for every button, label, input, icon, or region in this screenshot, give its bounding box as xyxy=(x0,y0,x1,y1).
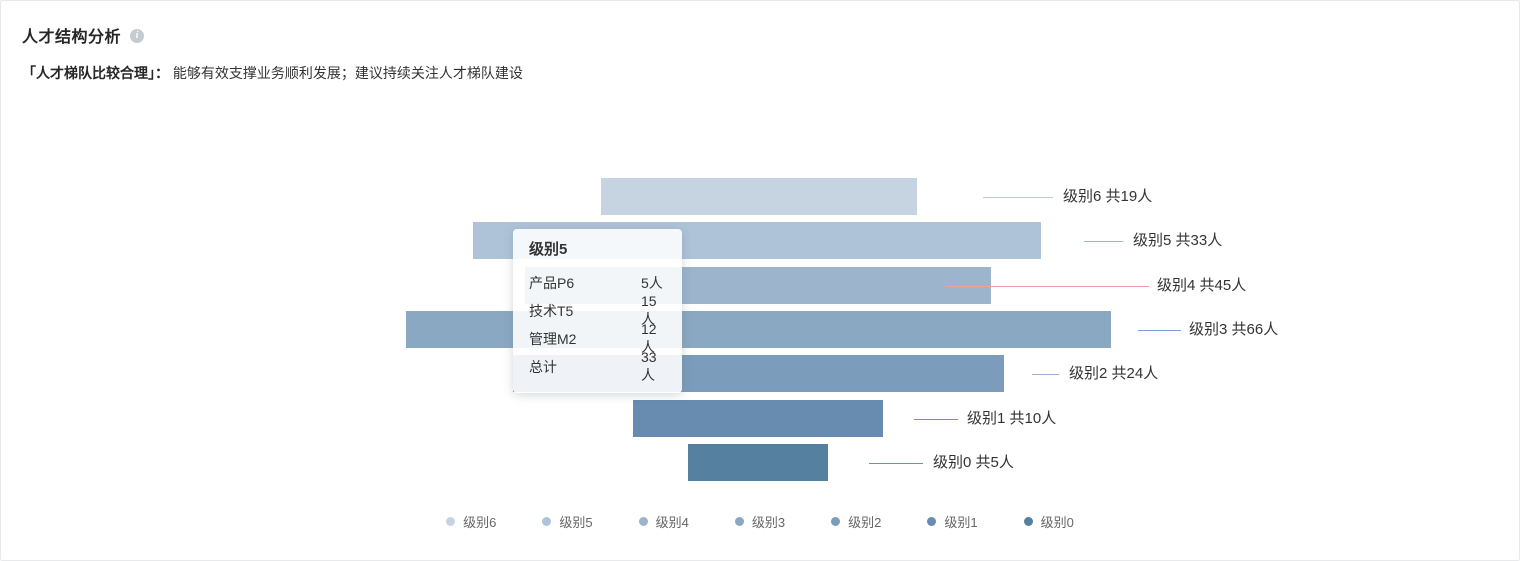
tooltip-row-技术T5: 技术T5 15人 xyxy=(529,293,668,327)
legend-item-级别3[interactable]: 级别3 xyxy=(734,512,786,531)
tooltip-row-管理M2: 管理M2 12人 xyxy=(529,321,668,355)
label-connector-级别6 xyxy=(983,197,1053,198)
funnel-label-级别3: 级别3 共66人 xyxy=(1189,321,1279,338)
tooltip-row-label: 总计 xyxy=(529,359,557,375)
legend-label: 级别6 xyxy=(463,515,497,530)
legend-item-级别1[interactable]: 级别1 xyxy=(927,512,978,531)
tooltip-row-产品P6: 产品P6 5人 xyxy=(529,269,668,297)
analysis-summary: 「人才梯队比较合理」： 能够有效支撑业务顺利发展；建议持续关注人才梯队建设 xyxy=(22,63,523,83)
summary-conclusion: 「人才梯队比较合理」： xyxy=(22,65,169,81)
label-connector-级别5 xyxy=(1084,241,1123,242)
legend-dot-icon xyxy=(1023,517,1033,526)
legend-item-级别5[interactable]: 级别5 xyxy=(542,512,593,531)
legend-item-级别2[interactable]: 级别2 xyxy=(831,512,881,531)
funnel-bar-级别3[interactable] xyxy=(406,311,1111,348)
legend-item-级别6[interactable]: 级别6 xyxy=(446,512,496,531)
funnel-bar-级别0[interactable] xyxy=(688,444,828,481)
funnel-bar-级别1[interactable] xyxy=(633,400,883,437)
legend-dot-icon xyxy=(542,517,552,526)
label-connector-级别1 xyxy=(914,419,958,420)
tooltip-row-label: 技术T5 xyxy=(529,303,574,319)
label-connector-级别0 xyxy=(869,463,923,464)
label-connector-级别4 xyxy=(946,286,1149,287)
legend-dot-icon xyxy=(927,517,937,526)
funnel-label-级别1: 级别1 共10人 xyxy=(967,410,1057,427)
legend-item-级别4[interactable]: 级别4 xyxy=(638,512,689,531)
legend-label: 级别5 xyxy=(559,515,593,530)
funnel-label-级别2: 级别2 共24人 xyxy=(1069,365,1159,382)
tooltip-row-label: 管理M2 xyxy=(529,331,577,347)
tooltip-row-value: 15人 xyxy=(641,293,657,327)
tooltip-row-value: 5人 xyxy=(641,275,663,291)
legend-dot-icon xyxy=(446,517,456,526)
tooltip-row-value: 33人 xyxy=(641,349,657,383)
legend-dot-icon xyxy=(638,517,648,526)
chart-legend: 级别6 级别5 级别4 级别3 级别2 级别1 级别0 xyxy=(1,512,1519,531)
tooltip-row-value: 12人 xyxy=(641,321,657,355)
chart-tooltip: 级别5 产品P6 5人技术T5 15人管理M2 12人总计 33人 xyxy=(513,229,682,393)
info-icon[interactable]: i xyxy=(130,28,145,43)
tooltip-title: 级别5 xyxy=(529,241,568,258)
funnel-label-级别6: 级别6 共19人 xyxy=(1063,188,1153,205)
funnel-bar-级别6[interactable] xyxy=(601,178,917,215)
label-connector-级别2 xyxy=(1032,374,1059,375)
legend-label: 级别0 xyxy=(1040,515,1074,530)
legend-label: 级别2 xyxy=(848,515,882,530)
legend-label: 级别1 xyxy=(944,515,978,530)
legend-label: 级别4 xyxy=(655,515,689,530)
summary-detail: 能够有效支撑业务顺利发展；建议持续关注人才梯队建设 xyxy=(169,65,523,81)
funnel-label-级别0: 级别0 共5人 xyxy=(933,454,1014,471)
funnel-label-级别5: 级别5 共33人 xyxy=(1133,232,1223,249)
legend-label: 级别3 xyxy=(751,515,786,530)
page-title: 人才结构分析 xyxy=(22,29,122,46)
tooltip-row-label: 产品P6 xyxy=(529,275,575,291)
tooltip-row-总计: 总计 33人 xyxy=(529,349,668,383)
legend-item-级别0[interactable]: 级别0 xyxy=(1023,512,1074,531)
funnel-label-级别4: 级别4 共45人 xyxy=(1157,277,1247,294)
card-header: 人才结构分析 i xyxy=(22,23,145,47)
legend-dot-icon xyxy=(831,517,841,526)
label-connector-级别3 xyxy=(1138,330,1181,331)
legend-dot-icon xyxy=(734,517,744,526)
